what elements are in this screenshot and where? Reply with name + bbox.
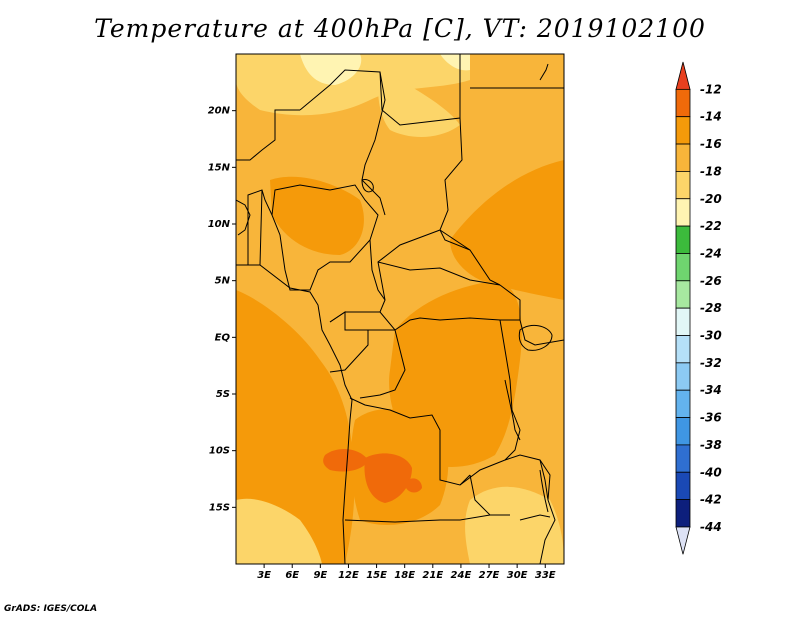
lake-chad (361, 179, 374, 193)
colorbar-top-triangle (675, 61, 691, 90)
colorbar-label: -12 (700, 82, 722, 96)
field-hot-patch-3 (406, 478, 422, 493)
colorbar-swatch (675, 88, 691, 118)
field-warm-region-east (450, 160, 564, 300)
border-angola-namibia (344, 514, 491, 523)
lon-tick-label: 12E (338, 570, 359, 581)
colorbar-label: -38 (700, 438, 722, 452)
border-east-drc (499, 319, 521, 461)
colorbar: -12 -14 -16 -18 -20 -22 -24 -26 -28 -30 -32 -34 -36 -… (675, 61, 722, 555)
lat-tick-label: EQ (215, 332, 231, 343)
latitude-axis: 20N 15N 10N 5N EQ 5S 10S 15S (208, 106, 236, 513)
lat-tick-label: 10N (208, 219, 231, 230)
lon-tick-label: 9E (313, 570, 327, 581)
red-sea-coast (539, 63, 549, 81)
lon-tick-label: 18E (394, 570, 415, 581)
colorbar-label: -22 (700, 219, 722, 233)
field-cooler-region-ne2 (440, 54, 470, 71)
colorbar-swatch (675, 143, 691, 172)
coastline-north-west (236, 199, 251, 236)
credit-text: GrADS: IGES/COLA (4, 604, 98, 614)
border-nigeria (271, 184, 379, 291)
lon-tick-label: 27E (479, 570, 500, 581)
longitude-axis: 3E 6E 9E 12E 15E 18E 21E 24E 27E 30E 33E (257, 564, 556, 581)
colorbar-swatch (675, 362, 691, 391)
colorbar-label: -44 (700, 520, 722, 534)
border-drc-angola (349, 397, 471, 486)
lon-tick-label: 3E (257, 570, 271, 581)
colorbar-swatch (675, 389, 691, 418)
country-boundaries (236, 54, 564, 564)
field-warm-region-west (236, 290, 355, 564)
colorbar-bottom-triangle (675, 526, 691, 555)
colorbar-label: -30 (700, 329, 722, 343)
colorbar-label: -26 (700, 274, 722, 288)
colorbar-swatch (675, 253, 691, 282)
colorbar-label: -32 (700, 356, 722, 370)
lat-tick-label: 5S (216, 389, 230, 400)
colorbar-swatch (675, 170, 691, 200)
border-libya-niger-chad (299, 54, 461, 126)
border-benin-togo (247, 189, 273, 266)
map-title: Temperature at 400hPa [C], VT: 201910210… (94, 14, 706, 43)
lake-malawi (539, 469, 549, 513)
colorbar-label: -42 (700, 493, 722, 507)
field-warm-region-north (270, 176, 364, 255)
field-cooler-region-north (300, 54, 362, 85)
colorbar-label: -20 (700, 192, 722, 206)
lake-kariba (519, 514, 551, 521)
lon-tick-label: 33E (535, 570, 556, 581)
coastline-west (236, 264, 353, 564)
lake-victoria (518, 324, 553, 351)
colorbar-swatch (675, 471, 691, 501)
lat-tick-label: 10S (209, 446, 230, 457)
border-zambia (459, 454, 551, 516)
border-congo-west (359, 329, 406, 399)
lon-tick-label: 21E (422, 570, 443, 581)
lon-tick-label: 6E (285, 570, 299, 581)
colorbar-label: -36 (700, 411, 722, 425)
border-mali-niger (236, 109, 300, 161)
colorbar-label: -24 (700, 246, 722, 260)
colorbar-swatch (675, 198, 691, 227)
border-congo-drc (379, 311, 520, 331)
lon-tick-label: 24E (451, 570, 472, 581)
colorbar-swatch (675, 417, 691, 446)
lon-tick-label: 15E (366, 570, 387, 581)
lon-tick-label: 30E (507, 570, 528, 581)
colorbar-swatch (675, 116, 691, 145)
colorbar-label: -14 (700, 110, 722, 124)
colorbar-swatch (675, 444, 691, 473)
map-frame (235, 53, 565, 565)
field-cool-region-se (465, 486, 564, 564)
field-cool-region-sw (236, 498, 322, 564)
colorbar-swatch (675, 225, 691, 254)
field-cool-region-north (236, 54, 470, 116)
lat-tick-label: 15N (208, 162, 231, 173)
border-car (377, 229, 501, 301)
colorbar-label: -34 (700, 383, 722, 397)
colorbar-label: -28 (700, 301, 722, 315)
temperature-field (236, 54, 564, 564)
colorbar-swatch (675, 335, 691, 364)
field-hot-patch-2 (364, 453, 412, 503)
colorbar-swatch (675, 499, 691, 528)
field-hot-patch-1 (323, 448, 368, 472)
colorbar-label: -40 (700, 465, 722, 479)
lat-tick-label: 5N (215, 276, 231, 287)
colorbar-label: -18 (700, 164, 722, 178)
lat-tick-label: 20N (208, 106, 231, 117)
border-malawi (539, 459, 556, 564)
border-niger-chad (361, 71, 386, 216)
colorbar-swatch (675, 280, 691, 309)
colorbar-swatch (675, 307, 691, 336)
colorbar-label: -16 (700, 137, 722, 151)
lat-tick-label: 15S (209, 502, 230, 513)
lake-tanganyika (504, 379, 521, 441)
